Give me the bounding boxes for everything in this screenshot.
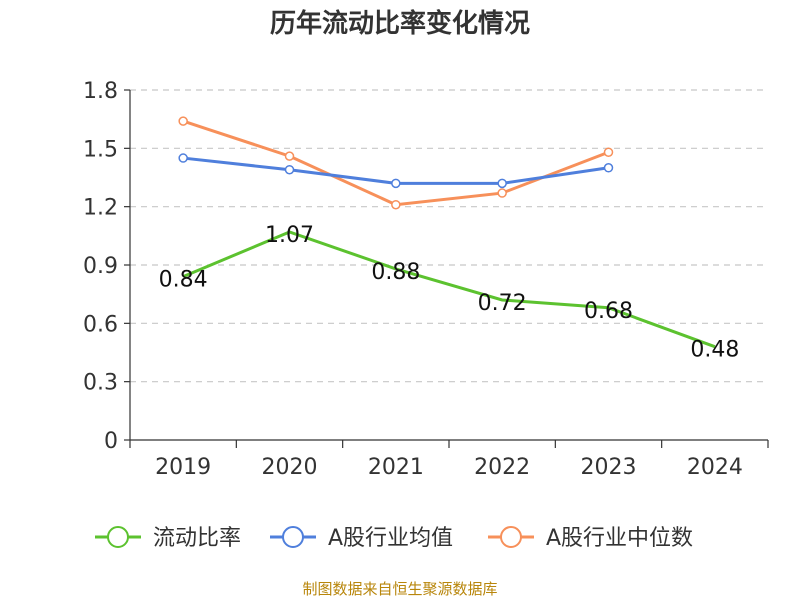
y-tick-label: 1.8 — [83, 79, 118, 104]
y-tick-label: 0.9 — [83, 254, 118, 279]
series-layer — [178, 116, 716, 349]
data-point — [178, 116, 188, 126]
data-point — [497, 188, 507, 198]
data-label: 0.68 — [584, 299, 633, 324]
series-line — [182, 230, 716, 349]
legend-label: A股行业中位数 — [546, 526, 693, 551]
y-tick-label: 0.3 — [83, 371, 118, 396]
data-label: 0.72 — [478, 291, 527, 316]
grid-lines — [130, 89, 768, 383]
legend-marker — [107, 526, 129, 548]
y-tick-label: 1.2 — [83, 196, 118, 221]
data-point — [284, 164, 295, 175]
legend-label: 流动比率 — [153, 526, 241, 551]
x-tick-label: 2020 — [262, 455, 318, 480]
data-label: 1.07 — [265, 223, 314, 248]
legend-label: A股行业均值 — [328, 526, 453, 551]
data-point — [284, 151, 295, 161]
chart-title: 历年流动比率变化情况 — [270, 8, 530, 39]
x-tick-label: 2024 — [687, 455, 743, 480]
y-tick-label: 0.6 — [83, 312, 118, 337]
data-point — [497, 178, 507, 189]
x-tick-label: 2021 — [368, 455, 424, 480]
data-label: 0.48 — [690, 338, 739, 363]
data-labels: 0.84 1.07 0.88 0.72 0.68 0.48 — [159, 223, 740, 363]
series-2 — [178, 116, 614, 210]
data-point — [603, 163, 614, 173]
data-point — [603, 147, 614, 157]
series-1 — [178, 153, 614, 189]
x-tick-label: 2019 — [155, 455, 211, 480]
data-point — [391, 178, 401, 189]
data-label: 0.84 — [159, 268, 208, 293]
legend-marker — [500, 526, 522, 548]
series-line — [182, 119, 610, 207]
data-point — [178, 153, 188, 163]
data-label: 0.88 — [371, 260, 420, 285]
legend-item-2: A股行业中位数 — [488, 526, 693, 551]
y-tick-label: 1.5 — [83, 137, 118, 162]
legend-item-1: A股行业均值 — [270, 526, 453, 551]
legend-item-0: 流动比率 — [95, 526, 241, 551]
data-point — [391, 199, 401, 210]
series-0 — [182, 230, 716, 349]
x-tick-label: 2023 — [581, 455, 637, 480]
legend: 流动比率 A股行业均值 A股行业中位数 — [95, 526, 693, 551]
axes: 0 0.3 0.6 0.9 1.2 1.5 1.8 2019 2020 2021 2022 2023 2… — [83, 79, 769, 480]
y-tick-label: 0 — [104, 429, 118, 454]
source-note: 制图数据来自恒生聚源数据库 — [302, 580, 497, 598]
x-tick-label: 2022 — [474, 455, 530, 480]
legend-marker — [282, 526, 304, 548]
